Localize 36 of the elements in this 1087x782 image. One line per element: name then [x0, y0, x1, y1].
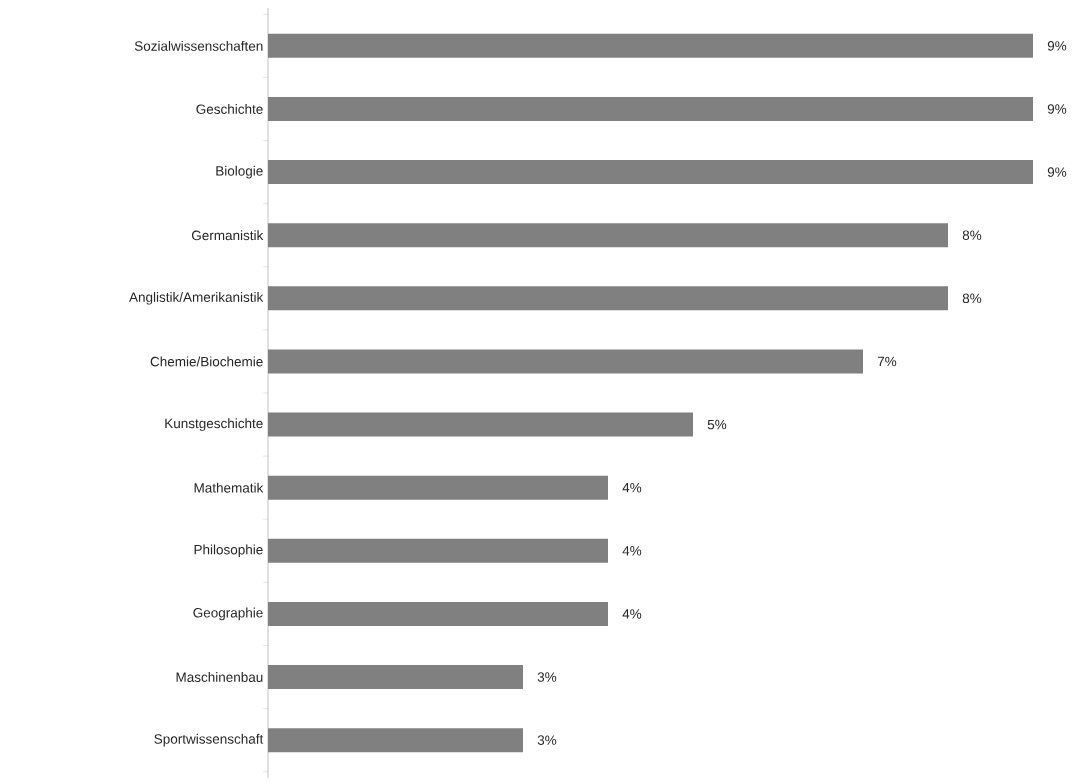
y-tick-label: Chemie/Biochemie [150, 356, 263, 367]
bar [268, 160, 1033, 185]
y-tick-label: Germanistik [191, 230, 264, 241]
bar [268, 538, 608, 563]
y-tick-label: Philosophie [194, 544, 263, 558]
data-label: 4% [622, 482, 642, 493]
y-tick-label: Sozialwissenschaften [134, 40, 263, 51]
bar [268, 728, 523, 753]
data-label: 4% [622, 609, 642, 619]
bar [268, 33, 1033, 58]
bar [268, 349, 863, 374]
y-tick-label: Kunstgeschichte [165, 418, 263, 431]
bar [268, 412, 693, 437]
y-tick-label: Biologie [216, 165, 263, 179]
bar [268, 96, 1033, 121]
data-label: 9% [1047, 41, 1067, 51]
data-label: 9% [1047, 167, 1067, 177]
bar [268, 223, 948, 248]
y-tick-label: Sportwissenschaft [154, 733, 264, 747]
data-label: 5% [707, 419, 727, 430]
data-label: 4% [622, 546, 642, 556]
data-label: 9% [1047, 104, 1067, 114]
y-tick-label: Anglistik/Amerikanistik [129, 292, 264, 305]
bar [268, 475, 608, 500]
data-label: 3% [537, 735, 557, 745]
data-label: 7% [877, 356, 897, 367]
data-label: 8% [962, 230, 982, 240]
y-tick-label: Geschichte [196, 104, 263, 114]
bar [268, 286, 948, 311]
data-label: 8% [962, 293, 982, 304]
y-tick-label: Maschinenbau [176, 672, 263, 682]
y-tick-label: Geographie [193, 607, 263, 621]
bar [268, 665, 523, 690]
data-label: 3% [537, 672, 557, 682]
bar [268, 601, 608, 626]
y-tick-label: Mathematik [194, 482, 264, 493]
